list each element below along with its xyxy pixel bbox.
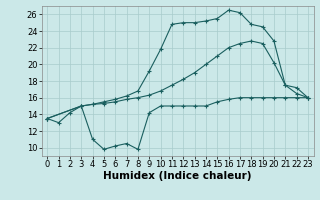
X-axis label: Humidex (Indice chaleur): Humidex (Indice chaleur) <box>103 171 252 181</box>
